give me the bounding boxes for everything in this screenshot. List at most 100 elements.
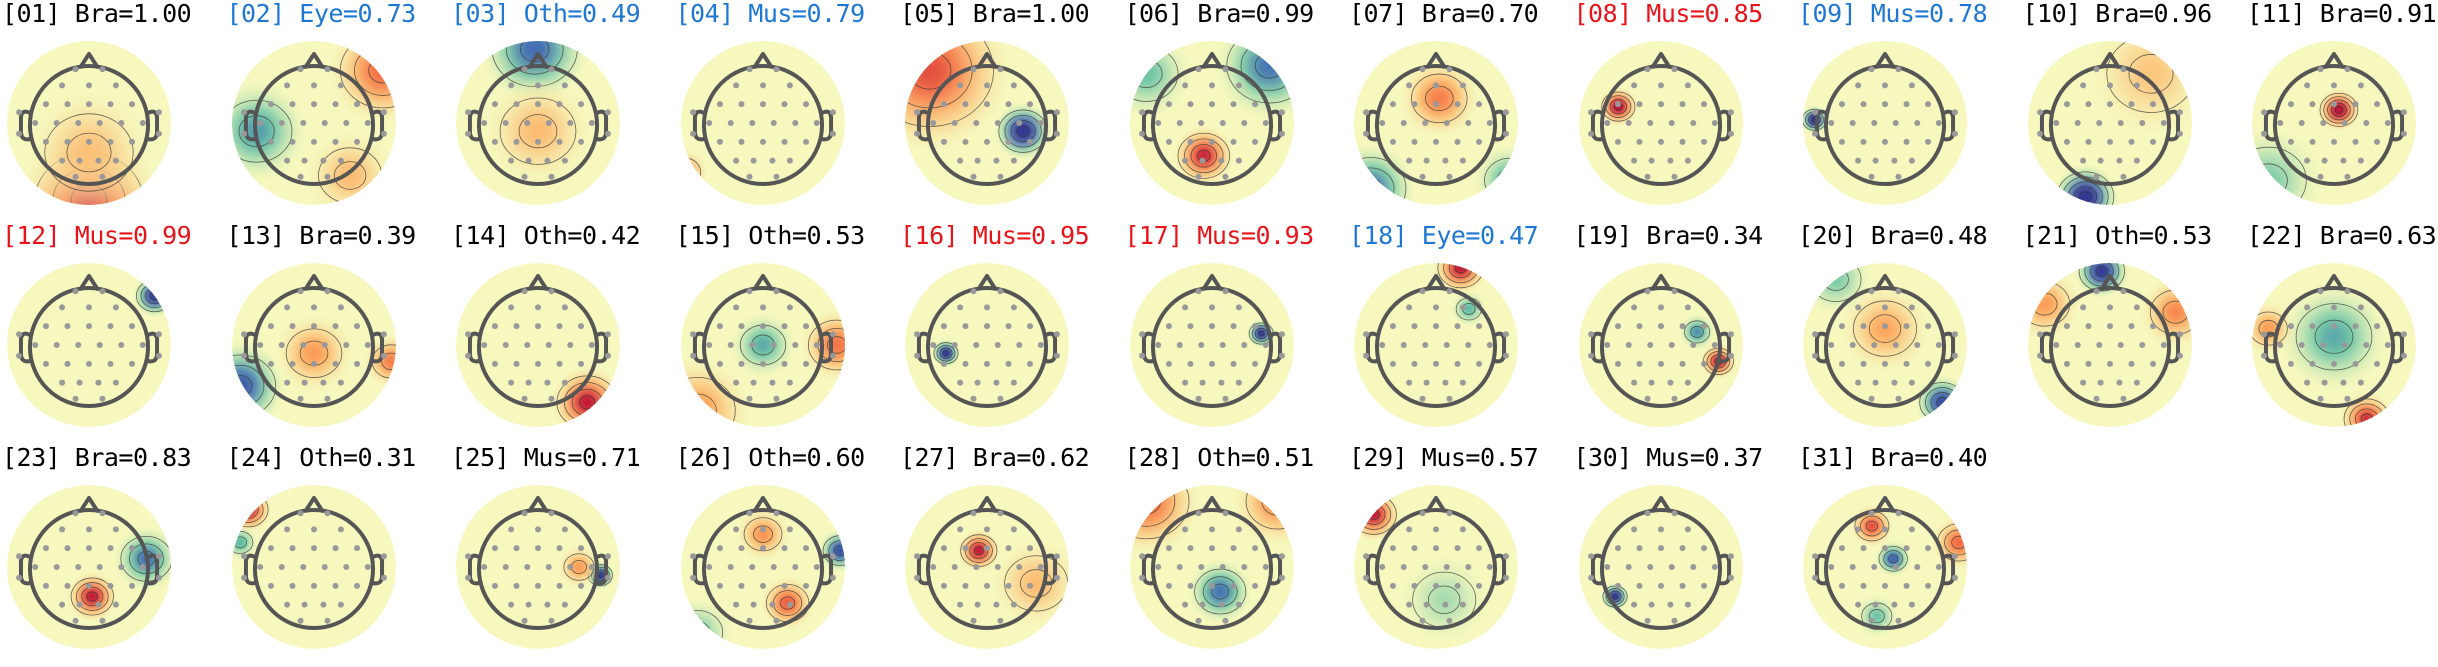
- sensor-dot: [1411, 545, 1418, 552]
- sensor-dot: [1422, 120, 1429, 126]
- sensor-dot: [107, 138, 114, 145]
- sensor-dot: [1027, 360, 1034, 367]
- sensor-array: [914, 510, 1060, 624]
- sensor-dot: [129, 360, 136, 367]
- sensor-dot: [75, 342, 82, 348]
- sensor-dot: [1389, 138, 1396, 145]
- head-outline-icon: [692, 273, 833, 409]
- sensor-dot: [1838, 323, 1845, 330]
- sensor-dot: [521, 510, 528, 517]
- sensor-dot: [364, 564, 371, 570]
- sensor-dot: [1895, 510, 1902, 517]
- sensor-dot: [727, 342, 734, 348]
- sensor-dot: [1419, 617, 1426, 624]
- sensor-dot: [1027, 323, 1034, 330]
- sensor-dot: [283, 379, 290, 386]
- sensor-dot: [1914, 342, 1921, 348]
- sensor-dot: [1186, 582, 1193, 589]
- sensor-dot: [997, 66, 1004, 73]
- sensor-dot: [1278, 574, 1285, 581]
- sensor-dot: [1727, 130, 1734, 137]
- isoline-icon: [237, 500, 259, 519]
- sensor-dot: [2093, 173, 2100, 180]
- sensor-dot: [768, 379, 775, 386]
- sensor-dot: [746, 66, 753, 73]
- isoline-icon: [680, 164, 693, 180]
- sensor-dot: [1217, 601, 1224, 608]
- component-cell: [22] Bra=0.63: [2245, 222, 2438, 444]
- sensor-dot: [129, 545, 136, 552]
- sensor-dot: [1230, 323, 1237, 330]
- sensor-dot: [548, 617, 555, 624]
- sensor-dot: [2036, 331, 2043, 338]
- sensor-dot: [155, 109, 162, 116]
- sensor-dot: [2176, 130, 2183, 137]
- sensor-dot: [1951, 130, 1958, 137]
- sensor-dot: [1855, 526, 1862, 533]
- head-outline-icon: [1141, 273, 1282, 409]
- sensor-dot: [107, 545, 114, 552]
- sensor-dot: [118, 120, 125, 126]
- sensor-dot: [689, 130, 696, 137]
- sensor-dot: [1614, 360, 1621, 367]
- component-cell: [17] Mus=0.93: [1123, 222, 1347, 444]
- sensor-dot: [380, 130, 387, 137]
- sensor-dot: [1587, 130, 1594, 137]
- sensor-dot: [1630, 304, 1637, 311]
- sensor-dot: [491, 323, 498, 330]
- scalp-topomap: [231, 263, 396, 427]
- sensor-dot: [1625, 564, 1632, 570]
- isoline-icon: [2330, 102, 2347, 117]
- sensor-dot: [1406, 526, 1413, 533]
- sensor-dot: [974, 157, 981, 164]
- sensor-dot: [1010, 526, 1017, 533]
- sensor-dot: [1648, 601, 1655, 608]
- sensor-dot: [2115, 379, 2122, 386]
- sensor-dot: [2352, 101, 2359, 108]
- sensor-dot: [1812, 109, 1819, 116]
- component-score: Bra=1.00: [972, 0, 1090, 28]
- component-index: [03]: [451, 0, 510, 28]
- sensor-dot: [155, 130, 162, 137]
- sensor-dot: [545, 342, 552, 348]
- component-score: Bra=0.83: [74, 443, 192, 472]
- sensor-dot: [556, 582, 563, 589]
- component-score: Oth=0.42: [523, 221, 641, 250]
- sensor-dot: [1868, 288, 1875, 295]
- head-outline-icon: [18, 51, 160, 187]
- sensor-dot: [1221, 510, 1228, 517]
- component-label: [20] Bra=0.48: [1798, 222, 1988, 250]
- sensor-dot: [465, 109, 472, 116]
- isoline-icon: [1411, 73, 1468, 124]
- sensor-dot: [2133, 379, 2140, 386]
- sensor-dot: [337, 526, 344, 533]
- sensor-dot: [578, 323, 585, 330]
- sensor-dot: [1379, 120, 1386, 126]
- sensor-dot: [75, 120, 82, 126]
- sensor-array: [2036, 66, 2183, 180]
- sensor-dot: [781, 101, 788, 108]
- sensor-dot: [380, 553, 387, 560]
- sensor-dot: [768, 601, 775, 608]
- component-index: [28]: [1124, 443, 1184, 472]
- source-blob: [1399, 58, 1479, 139]
- sensor-dot: [278, 120, 285, 126]
- sensor-dot: [1903, 101, 1910, 108]
- sensor-dot: [16, 574, 23, 581]
- sensor-dot: [1400, 564, 1407, 570]
- sensor-dot: [1908, 304, 1915, 311]
- component-label: [07] Bra=0.70: [1349, 0, 1539, 28]
- sensor-dot: [746, 617, 753, 624]
- isoline-icon: [1016, 125, 1030, 137]
- sensor-dot: [1925, 545, 1932, 552]
- sensor-array: [1587, 66, 1734, 180]
- sensor-dot: [332, 582, 339, 589]
- source-blob: [132, 274, 171, 318]
- sensor-dot: [556, 323, 563, 330]
- sensor-dot: [521, 617, 528, 624]
- sensor-dot: [1251, 360, 1258, 367]
- sensor-dot: [567, 564, 574, 570]
- sensor-dot: [772, 288, 779, 295]
- component-label: [21] Oth=0.53: [2023, 222, 2213, 250]
- isoline-icon: [680, 190, 694, 203]
